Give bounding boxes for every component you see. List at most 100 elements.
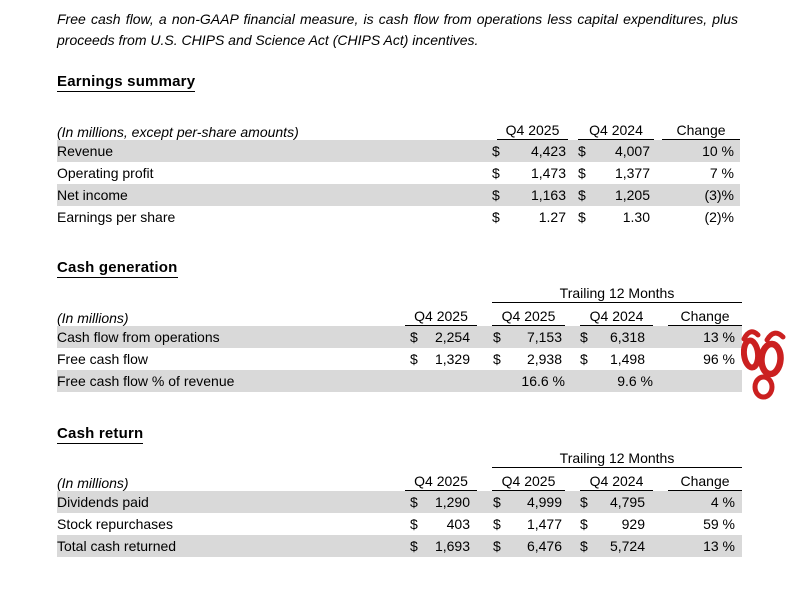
value-change: 59 % [703,516,735,532]
dollar-sign: $ [410,538,418,554]
group-header-trailing-12-months: Trailing 12 Months [492,450,742,468]
value-quarter: 403 [446,516,470,532]
table-row-dividends-paid: Dividends paid $1,290 $4,999 $4,795 4 % [57,491,742,513]
value-ttm-2025: 4,999 [526,494,562,510]
dollar-sign: $ [492,165,500,181]
table-row-revenue: Revenue $4,423 $4,007 10 % [57,140,740,162]
row-label: Stock repurchases [57,516,173,532]
value-change: 10 % [654,140,740,162]
table-row-total-cash-returned: Total cash returned $1,693 $6,476 $5,724… [57,535,742,557]
col-header-ttm-2024: Q4 2024 [580,473,653,491]
row-label: Revenue [57,140,485,162]
value-q4-2025: 4,423 [530,143,566,159]
group-header-trailing-12-months: Trailing 12 Months [492,285,742,303]
col-header-change: Change [668,308,742,326]
dollar-sign: $ [410,329,418,345]
mouth-stroke [752,374,775,400]
earnings-summary-table: (In millions, except per-share amounts) … [57,117,740,228]
value-change: 4 % [653,491,742,513]
value-change: 13 % [653,326,742,348]
col-header-ttm-2024: Q4 2024 [580,308,653,326]
value-q4-2025: 1,163 [530,187,566,203]
value-q4-2024: 1.30 [622,209,650,225]
value-ttm-2024: 6,318 [609,329,645,345]
cash-generation-unit-note: (In millions) [57,303,405,326]
left-eyebrow-stroke [741,329,761,342]
dollar-sign: $ [493,538,501,554]
cash-generation-table: Trailing 12 Months (In millions) Q4 2025… [57,283,742,392]
col-header-q4-2025: Q4 2025 [497,122,568,140]
value-q4-2024: 4,007 [614,143,650,159]
row-label: Dividends paid [57,491,405,513]
dollar-sign: $ [580,329,588,345]
value-ttm-2025: 1,477 [526,516,562,532]
right-eyebrow-stroke [764,330,786,343]
dollar-sign: $ [410,351,418,367]
col-header-change: Change [662,122,740,140]
cash-return-unit-note: (In millions) [57,468,405,491]
dollar-sign: $ [578,143,586,159]
cash-return-heading: Cash return [57,425,144,444]
dollar-sign: $ [493,516,501,532]
table-row-net-income: Net income $1,163 $1,205 (3)% [57,184,740,206]
col-header-ttm-2025: Q4 2025 [492,473,565,491]
row-label: Total cash returned [57,535,405,557]
col-header-change: Change [668,473,742,491]
col-header-q4-2024: Q4 2024 [578,122,654,140]
value-ttm-2025-pct: 16.6 % [477,370,565,392]
dollar-sign: $ [580,351,588,367]
value-q4-2025: 1,473 [530,165,566,181]
value-q4-2025: 1.27 [538,209,566,225]
row-label: Operating profit [57,165,154,181]
value-change: 13 % [653,535,742,557]
value-q4-2024: 1,205 [614,187,650,203]
value-change: 7 % [709,165,734,181]
dollar-sign: $ [492,143,500,159]
value-ttm-2024-pct: 9.6 % [565,370,653,392]
dollar-sign: $ [578,187,586,203]
earnings-summary-heading: Earnings summary [57,73,196,92]
value-ttm-2025: 2,938 [526,351,562,367]
dollar-sign: $ [578,165,586,181]
col-header-quarter: Q4 2025 [405,473,477,491]
value-ttm-2025: 6,476 [526,538,562,554]
dollar-sign: $ [493,351,501,367]
table-row-eps: Earnings per share $1.27 $1.30 (2)% [57,206,740,228]
value-ttm-2024: 1,498 [609,351,645,367]
col-header-ttm-2025: Q4 2025 [492,308,565,326]
dollar-sign: $ [410,494,418,510]
col-header-quarter: Q4 2025 [405,308,477,326]
trailing-12-months-header-row: Trailing 12 Months [57,283,742,303]
value-quarter: 2,254 [434,329,470,345]
intro-paragraph: Free cash flow, a non-GAAP financial mea… [57,11,738,48]
cash-return-table: Trailing 12 Months (In millions) Q4 2025… [57,448,742,557]
value-change: (2)% [704,209,734,225]
value-quarter: 1,329 [434,351,470,367]
dollar-sign: $ [578,209,586,225]
value-change: 96 % [703,351,735,367]
table-row-operating-profit: Operating profit $1,473 $1,377 7 % [57,162,740,184]
value-quarter: 1,290 [434,494,470,510]
dollar-sign: $ [492,187,500,203]
table-row-cash-flow-operations: Cash flow from operations $2,254 $7,153 … [57,326,742,348]
value-ttm-2024: 4,795 [609,494,645,510]
value-quarter: 1,693 [434,538,470,554]
dollar-sign: $ [410,516,418,532]
row-label: Net income [57,184,485,206]
value-ttm-2024: 929 [621,516,645,532]
value-ttm-2025: 7,153 [526,329,562,345]
left-eye-stroke [741,337,762,371]
cash-return-header-row: (In millions) Q4 2025 Q4 2025 Q4 2024 Ch… [57,468,742,491]
row-label: Free cash flow % of revenue [57,370,405,392]
trailing-12-months-header-row: Trailing 12 Months [57,448,742,468]
dollar-sign: $ [493,494,501,510]
dollar-sign: $ [580,538,588,554]
row-label: Cash flow from operations [57,326,405,348]
cash-generation-heading: Cash generation [57,259,178,278]
row-label: Earnings per share [57,209,176,225]
table-row-stock-repurchases: Stock repurchases $403 $1,477 $929 59 % [57,513,742,535]
dollar-sign: $ [492,209,500,225]
value-change: (3)% [654,184,740,206]
surprised-face-doodle-annotation [741,329,786,400]
table-row-free-cash-flow: Free cash flow $1,329 $2,938 $1,498 96 % [57,348,742,370]
